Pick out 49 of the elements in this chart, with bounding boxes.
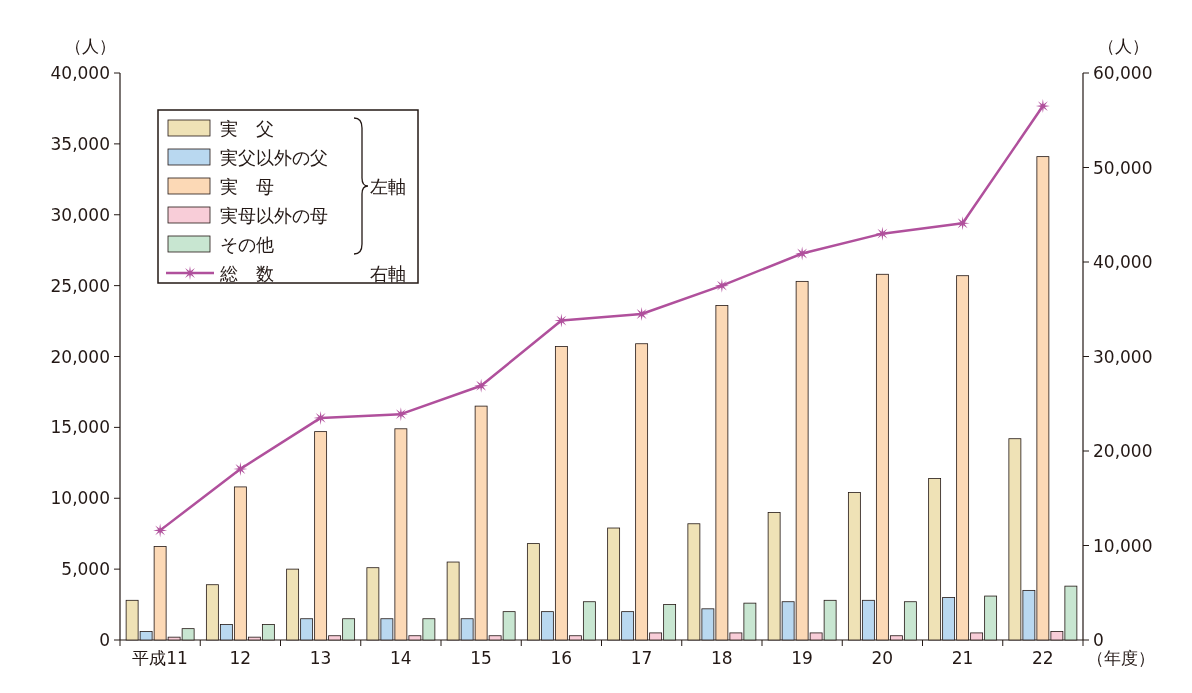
y2-tick-label: 0 xyxy=(1093,630,1104,650)
annotation: 右軸 xyxy=(370,263,406,284)
point xyxy=(233,461,248,476)
point xyxy=(1035,99,1050,114)
y-tick-label: 25,000 xyxy=(50,275,110,296)
point xyxy=(554,313,569,328)
point xyxy=(474,378,489,393)
point xyxy=(795,246,810,261)
x-tick-label: 12 xyxy=(229,648,252,668)
point xyxy=(153,523,168,538)
point xyxy=(955,216,970,231)
x-tick-label: 13 xyxy=(309,648,332,668)
x-tick-label: 22 xyxy=(1032,648,1054,668)
point xyxy=(714,278,729,293)
y-axis-title: （人） xyxy=(64,36,116,56)
x-tick-label: 16 xyxy=(550,648,573,668)
y-tick-label: 10,000 xyxy=(50,488,110,509)
x-tick-label: 平成11 xyxy=(132,648,188,668)
x-tick-label: 20 xyxy=(871,648,894,668)
legend-label: 総 数 xyxy=(219,263,274,284)
legend-label: その他 xyxy=(220,234,274,255)
y-tick-label: 20,000 xyxy=(50,346,110,367)
y-tick-label: 30,000 xyxy=(50,204,110,225)
point xyxy=(875,226,890,241)
point xyxy=(313,410,328,425)
y2-tick-label: 20,000 xyxy=(1093,441,1153,461)
y2-axis-title: （人） xyxy=(1097,36,1149,56)
y-tick-label: 0 xyxy=(99,630,110,650)
x-tick-label: 15 xyxy=(470,648,492,668)
y2-tick-label: 30,000 xyxy=(1093,346,1153,367)
x-tick-label: 19 xyxy=(791,648,813,668)
y-tick-label: 40,000 xyxy=(50,63,110,83)
x-axis-title: （年度） xyxy=(1087,648,1155,668)
legend-label: 実 父 xyxy=(220,118,274,139)
legend-label: 実母以外の母 xyxy=(220,205,328,226)
legend-label: 実父以外の父 xyxy=(220,147,328,168)
x-tick-label: 14 xyxy=(390,648,412,668)
x-tick-label: 18 xyxy=(711,648,733,668)
y2-tick-label: 40,000 xyxy=(1093,252,1153,272)
y2-tick-label: 60,000 xyxy=(1093,63,1153,83)
x-tick-label: 17 xyxy=(630,648,653,668)
y2-tick-label: 10,000 xyxy=(1093,535,1153,556)
y2-tick-label: 50,000 xyxy=(1093,157,1153,178)
y-tick-label: 35,000 xyxy=(50,133,110,154)
y-tick-label: 15,000 xyxy=(50,417,110,438)
annotation: 左軸 xyxy=(370,176,406,197)
x-tick-label: 21 xyxy=(951,648,974,668)
y-tick-label: 5,000 xyxy=(61,559,110,580)
legend-label: 実 母 xyxy=(220,176,274,197)
